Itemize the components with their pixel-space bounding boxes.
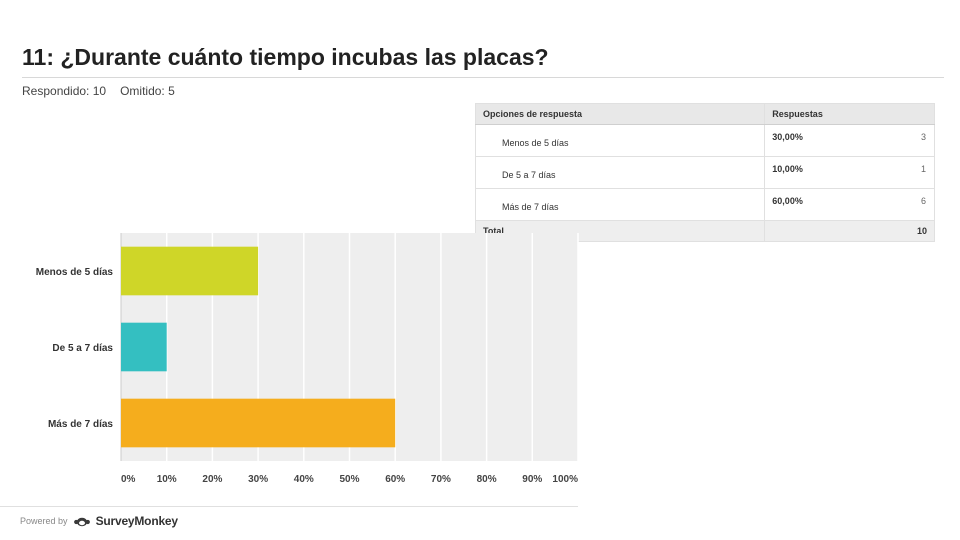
x-tick-label: 0% bbox=[121, 474, 136, 485]
response-stats: Respondido: 10 Omitido: 5 bbox=[22, 84, 175, 98]
powered-by-text: Powered by bbox=[20, 516, 68, 526]
question-title: 11: ¿Durante cuánto tiempo incubas las p… bbox=[22, 44, 549, 70]
title-divider bbox=[22, 77, 944, 78]
table-header-row: Opciones de respuesta Respuestas bbox=[474, 103, 935, 125]
table-row: Más de 7 días 60,00% 6 bbox=[474, 188, 935, 221]
table-row: Menos de 5 días 30,00% 3 bbox=[474, 124, 935, 157]
skipped-count: Omitido: 5 bbox=[120, 84, 175, 98]
responses-table: Opciones de respuesta Respuestas Menos d… bbox=[474, 103, 935, 242]
response-percent: 10,00% bbox=[772, 164, 803, 174]
response-percent: 60,00% bbox=[772, 196, 803, 206]
bar bbox=[121, 398, 396, 448]
bar bbox=[121, 322, 167, 372]
response-cell: 10,00% 1 bbox=[764, 156, 935, 189]
header-responses: Respuestas bbox=[764, 103, 935, 125]
x-tick-label: 80% bbox=[477, 474, 497, 485]
response-cell: 30,00% 3 bbox=[764, 124, 935, 157]
bar bbox=[121, 246, 259, 296]
x-tick-label: 30% bbox=[248, 474, 268, 485]
option-label: De 5 a 7 días bbox=[474, 156, 766, 189]
category-label: De 5 a 7 días bbox=[52, 343, 113, 354]
option-label: Más de 7 días bbox=[474, 188, 766, 221]
answered-count: Respondido: 10 bbox=[22, 84, 107, 98]
table-row: De 5 a 7 días 10,00% 1 bbox=[474, 156, 935, 189]
response-count: 6 bbox=[920, 196, 926, 206]
total-value: 10 bbox=[764, 220, 935, 242]
option-label: Menos de 5 días bbox=[474, 124, 766, 157]
response-cell: 60,00% 6 bbox=[764, 188, 935, 221]
brand-name: SurveyMonkey bbox=[95, 514, 179, 528]
response-bar-chart: 0% 10% 20% 30% 40% 50% 60% 70% 80% 90% 100% Menos d… bbox=[36, 233, 579, 485]
footer-divider bbox=[0, 506, 578, 507]
x-tick-label: 20% bbox=[202, 474, 222, 485]
response-count: 1 bbox=[920, 164, 926, 174]
x-tick-label: 100% bbox=[552, 474, 578, 485]
surveymonkey-logo-icon bbox=[74, 517, 90, 526]
response-percent: 30,00% bbox=[772, 132, 803, 142]
header-options: Opciones de respuesta bbox=[474, 103, 766, 125]
category-label: Más de 7 días bbox=[48, 419, 113, 430]
footer: Powered by SurveyMonkey bbox=[20, 514, 178, 528]
x-tick-label: 70% bbox=[431, 474, 451, 485]
response-count: 3 bbox=[920, 132, 926, 142]
x-tick-label: 10% bbox=[157, 474, 177, 485]
x-tick-label: 90% bbox=[522, 474, 542, 485]
x-tick-label: 60% bbox=[385, 474, 405, 485]
x-tick-label: 40% bbox=[294, 474, 314, 485]
category-label: Menos de 5 días bbox=[36, 267, 114, 278]
x-tick-label: 50% bbox=[339, 474, 359, 485]
